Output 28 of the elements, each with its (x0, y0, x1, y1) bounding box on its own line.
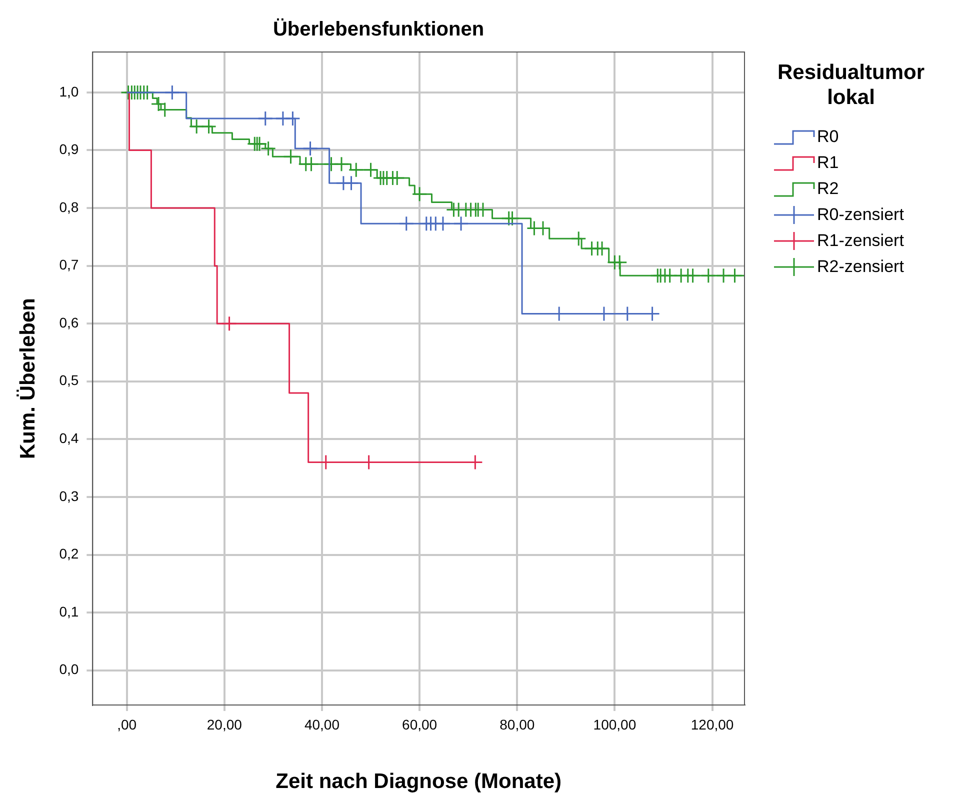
y-tick-label: 1,0 (59, 83, 79, 100)
y-tick-label: 0,7 (59, 256, 79, 273)
x-tick-label: 100,00 (593, 716, 636, 732)
y-tick-label: 0,2 (59, 546, 79, 562)
y-axis-title: Kum. Überleben (16, 298, 40, 460)
chart-title: Überlebensfunktionen (272, 18, 484, 41)
x-tick-label: 80,00 (500, 716, 535, 732)
y-tick-label: 0,3 (59, 488, 79, 504)
x-tick-label: ,00 (117, 716, 137, 732)
x-axis-title: Zeit nach Diagnose (Monate) (276, 770, 562, 794)
legend-label: R1 (817, 153, 839, 173)
legend-label: R0 (817, 127, 839, 147)
y-tick-label: 0,1 (59, 603, 79, 620)
y-tick-label: 0,9 (59, 141, 79, 158)
y-tick-label: 0,4 (59, 430, 79, 446)
legend-label: R2-zensiert (817, 257, 904, 277)
y-tick-label: 0,8 (59, 198, 79, 215)
x-tick-label: 40,00 (304, 716, 340, 732)
legend-label: R1-zensiert (817, 231, 904, 251)
legend-label: R0-zensiert (817, 205, 904, 225)
x-tick-label: 60,00 (402, 716, 438, 732)
y-tick-label: 0,0 (59, 661, 79, 678)
x-tick-label: 120,00 (690, 716, 734, 732)
legend-title: Residualtumor lokal (776, 60, 926, 110)
legend-label: R2 (817, 179, 839, 199)
x-tick-label: 20,00 (206, 716, 242, 732)
y-tick-label: 0,5 (59, 372, 79, 388)
y-tick-label: 0,6 (59, 314, 79, 330)
